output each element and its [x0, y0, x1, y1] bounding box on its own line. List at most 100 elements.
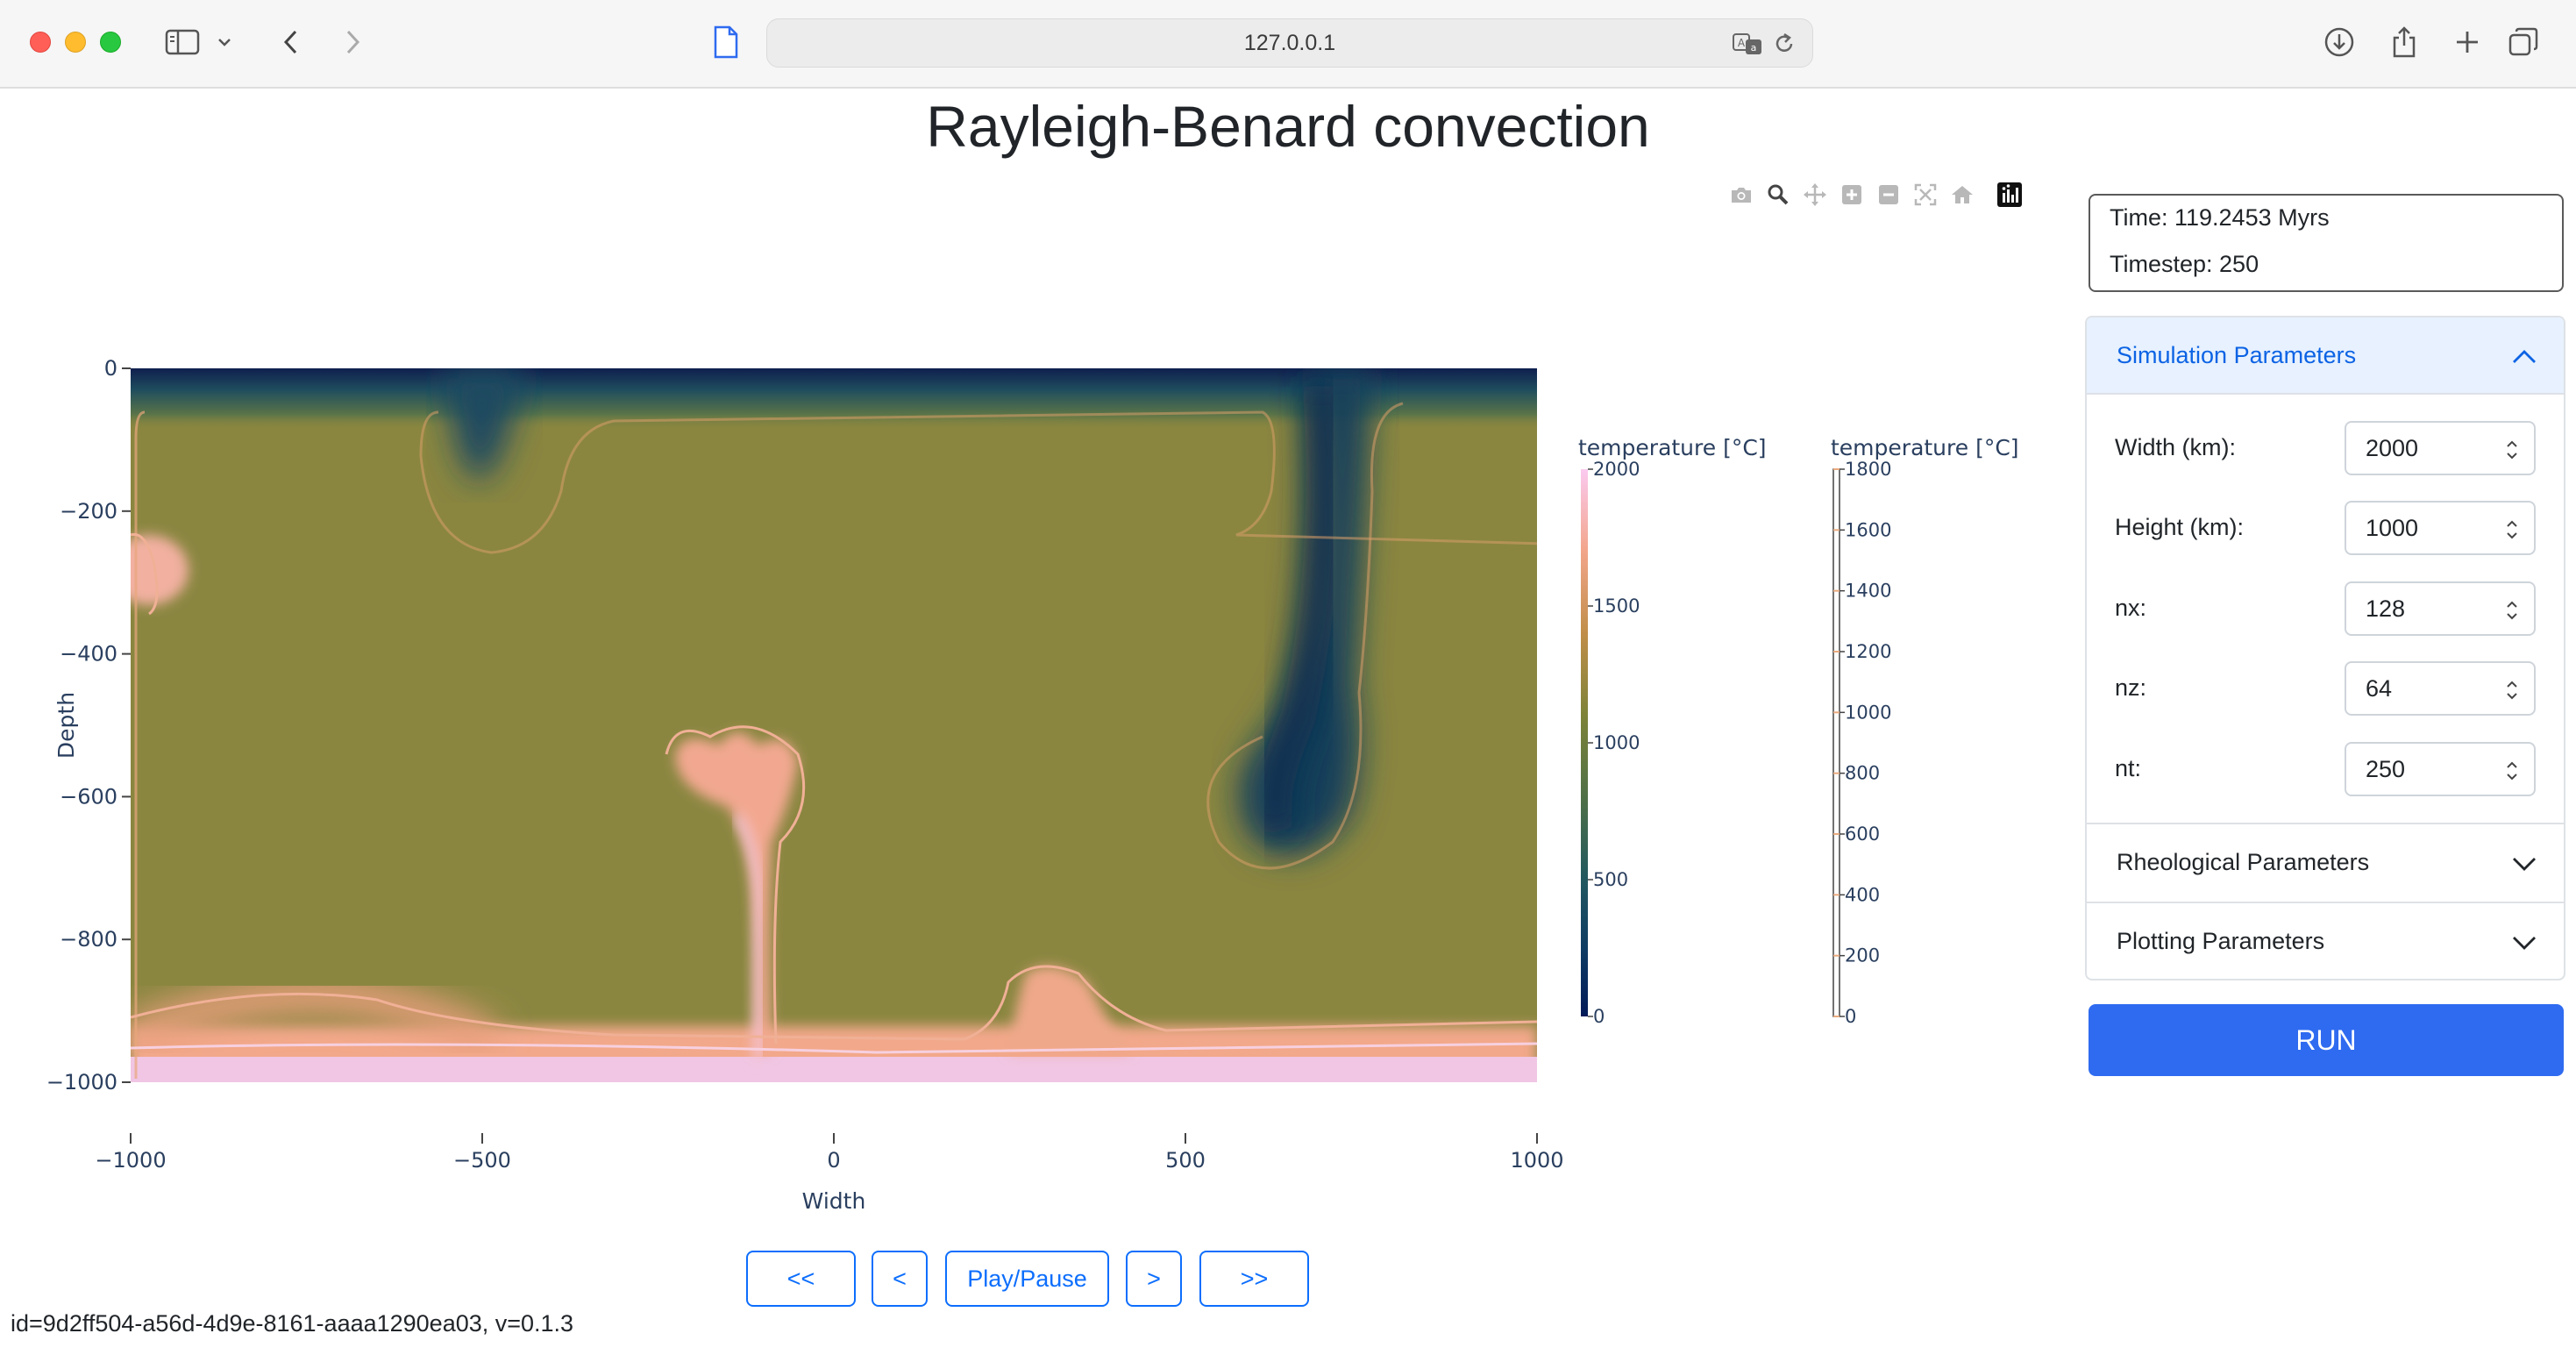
colorbar-tick-label: 1600	[1845, 519, 1891, 540]
download-icon[interactable]	[2318, 21, 2360, 63]
timestep-readout: Timestep: 250	[2110, 251, 2259, 277]
camera-icon[interactable]	[1724, 180, 1759, 210]
colorbar-tick-label: 1800	[1845, 459, 1891, 480]
zoom-in-icon[interactable]	[1834, 180, 1869, 210]
x-tick-label: −500	[453, 1148, 511, 1173]
autoscale-icon[interactable]	[1908, 180, 1943, 210]
colorbar-tick-label: 0	[1593, 1006, 1605, 1027]
y-tick-label: −1000	[46, 1070, 117, 1094]
param-value: 2000	[2366, 435, 2419, 461]
address-text: 127.0.0.1	[1243, 30, 1336, 55]
colorbar-tick-label: 800	[1845, 763, 1880, 784]
next-frame-button[interactable]: >	[1126, 1251, 1182, 1307]
chevron-down-icon	[2511, 851, 2537, 878]
colorbar-tick-label: 1500	[1593, 595, 1640, 617]
page-icon	[705, 21, 747, 63]
colorbar-temperature: temperature [°C] 0 500 1000 1500 2000	[1578, 435, 1767, 1027]
plotting-parameters-title: Plotting Parameters	[2117, 927, 2325, 954]
colorbar-tick-label: 500	[1593, 869, 1628, 890]
zoom-out-icon[interactable]	[1871, 180, 1906, 210]
spinner-icon[interactable]	[2506, 759, 2518, 787]
param-label: nt:	[2115, 755, 2142, 781]
back-icon[interactable]	[270, 21, 312, 63]
svg-text:a: a	[1751, 42, 1757, 53]
colorbar-title: temperature [°C]	[1831, 435, 2019, 460]
page-title: Rayleigh-Benard convection	[926, 94, 1650, 159]
reload-icon[interactable]	[1772, 32, 1797, 61]
param-label: Width (km):	[2115, 434, 2236, 460]
param-number-input[interactable]: 1000	[2345, 501, 2536, 555]
tabs-icon[interactable]	[2502, 21, 2544, 63]
param-value: 250	[2366, 756, 2406, 782]
x-axis: −1000 −500 0 500 1000 Width	[95, 1133, 1564, 1214]
chevron-up-icon	[2511, 344, 2537, 371]
plotly-logo-icon[interactable]	[1992, 180, 2027, 210]
chevron-down-icon[interactable]	[210, 21, 238, 63]
param-number-input[interactable]: 128	[2345, 581, 2536, 636]
simulation-parameters-header[interactable]: Simulation Parameters	[2087, 317, 2564, 395]
param-number-input[interactable]: 2000	[2345, 421, 2536, 475]
colorbar-tick-label: 1000	[1593, 732, 1640, 753]
time-readout: Time: 119.2453 Myrs	[2110, 204, 2330, 231]
x-tick-label: −1000	[95, 1148, 166, 1173]
spinner-icon[interactable]	[2506, 599, 2518, 626]
chevron-down-icon	[2511, 930, 2537, 957]
colorbar-tick-label: 1200	[1845, 641, 1891, 662]
play-pause-button[interactable]: Play/Pause	[945, 1251, 1109, 1307]
parameters-accordion: Simulation Parameters Rheological Parame…	[2085, 316, 2565, 980]
zoom-icon[interactable]	[1761, 180, 1796, 210]
param-label: Height (km):	[2115, 514, 2245, 540]
run-button[interactable]: RUN	[2089, 1004, 2564, 1076]
svg-text:A: A	[1738, 37, 1746, 49]
plotting-parameters-header[interactable]: Plotting Parameters	[2087, 902, 2564, 979]
spinner-icon[interactable]	[2506, 518, 2518, 545]
temperature-heatmap[interactable]: 0 −200 −400 −600 −800 −1000 Depth −1000 −500 0 5…	[0, 316, 2052, 1228]
status-box: Time: 119.2453 Myrs Timestep: 250	[2089, 194, 2564, 292]
colorbar-contour: temperature [°C] 0 200 400 600 800 1000 1200 14…	[1831, 435, 2019, 1027]
zoom-window-button[interactable]	[100, 32, 121, 53]
y-tick-label: −200	[60, 499, 117, 524]
x-tick-label: 1000	[1510, 1148, 1563, 1173]
previous-frame-button[interactable]: <	[872, 1251, 928, 1307]
colorbar-tick-label: 400	[1845, 884, 1880, 905]
param-value: 128	[2366, 595, 2406, 622]
share-icon[interactable]	[2383, 21, 2425, 63]
first-frame-button[interactable]: <<	[746, 1251, 856, 1307]
close-window-button[interactable]	[30, 32, 51, 53]
new-tab-icon[interactable]	[2446, 21, 2488, 63]
heatmap-field	[131, 368, 1537, 1082]
y-tick-label: −600	[60, 784, 117, 809]
last-frame-button[interactable]: >>	[1199, 1251, 1309, 1307]
x-axis-label: Width	[802, 1188, 866, 1214]
x-tick-label: 500	[1165, 1148, 1206, 1173]
forward-icon[interactable]	[331, 21, 374, 63]
y-axis-label: Depth	[53, 692, 79, 759]
y-tick-label: 0	[104, 356, 117, 381]
param-value: 64	[2366, 675, 2393, 702]
param-number-input[interactable]: 250	[2345, 742, 2536, 796]
rheological-parameters-header[interactable]: Rheological Parameters	[2087, 823, 2564, 900]
param-label: nz:	[2115, 674, 2147, 701]
y-tick-label: −400	[60, 642, 117, 667]
spinner-icon[interactable]	[2506, 439, 2518, 466]
home-icon[interactable]	[1945, 180, 1980, 210]
rheological-parameters-title: Rheological Parameters	[2117, 848, 2370, 875]
x-tick-label: 0	[827, 1148, 840, 1173]
colorbar-tick-label: 2000	[1593, 459, 1640, 480]
colorbar-tick-label: 0	[1845, 1006, 1856, 1027]
pan-icon[interactable]	[1797, 180, 1832, 210]
simulation-parameters-title: Simulation Parameters	[2117, 341, 2357, 368]
y-axis: 0 −200 −400 −600 −800 −1000 Depth	[46, 356, 131, 1094]
colorbar-title: temperature [°C]	[1578, 435, 1767, 460]
colorbar-tick-label: 1000	[1845, 702, 1891, 723]
minimize-window-button[interactable]	[65, 32, 86, 53]
sidebar-icon[interactable]	[161, 21, 203, 63]
spinner-icon[interactable]	[2506, 679, 2518, 706]
param-number-input[interactable]: 64	[2345, 661, 2536, 716]
param-label: nx:	[2115, 595, 2147, 621]
param-value: 1000	[2366, 515, 2419, 541]
plot-modebar	[1724, 180, 2029, 210]
